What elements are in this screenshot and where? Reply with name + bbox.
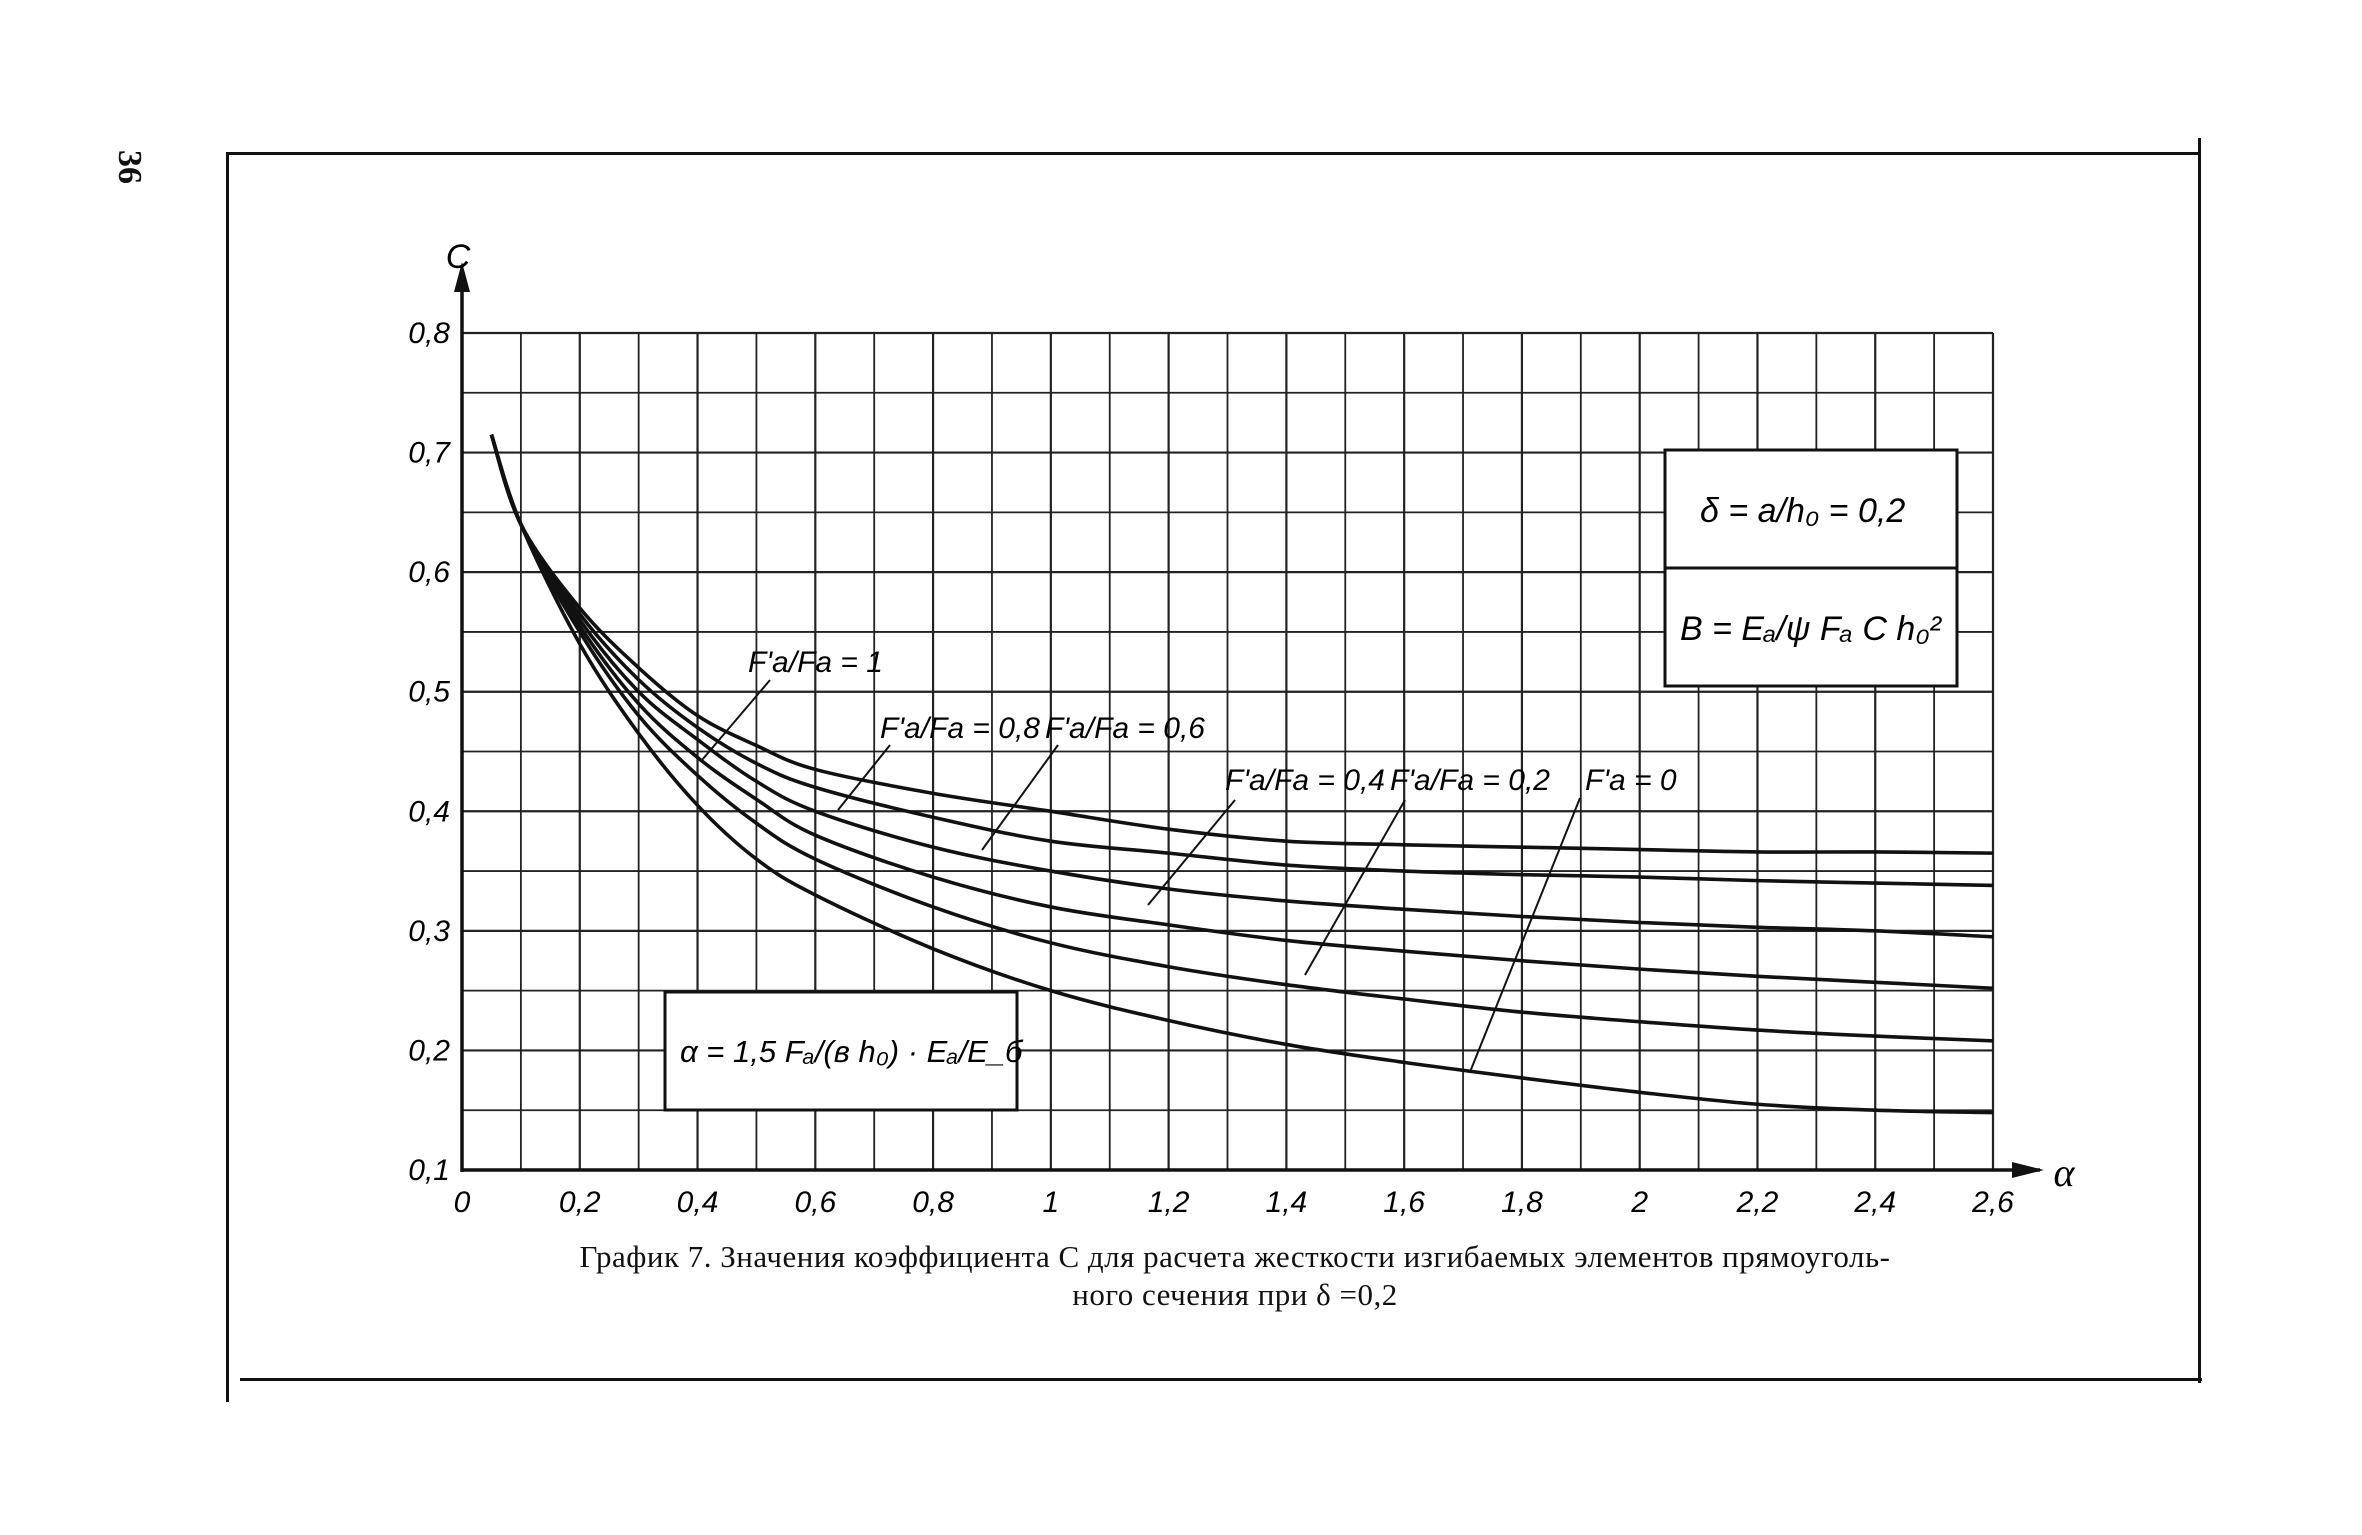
label-leaders — [701, 679, 1581, 1073]
x-tick-label: 2,6 — [1971, 1186, 2014, 1219]
x-tick-label: 0 — [454, 1186, 471, 1219]
y-tick-label: 0,6 — [408, 556, 450, 589]
x-tick-label: 0,4 — [677, 1186, 719, 1219]
series-line-2 — [489, 434, 1994, 939]
y-tick-label: 0,8 — [408, 317, 450, 350]
frame-right-line — [2198, 138, 2201, 1383]
y-tick-label: 0,3 — [408, 915, 450, 948]
x-tick-label: 0,6 — [794, 1186, 836, 1219]
series-label-0: F'a/Fa = 1 — [748, 646, 883, 679]
series-line-1 — [489, 434, 1994, 888]
caption-line-2: ного сечения при δ =0,2 — [1072, 1277, 1398, 1312]
series-label-4: F'a/Fa = 0,2 — [1390, 764, 1550, 797]
series-leader-0 — [701, 679, 771, 761]
series-leader-2 — [981, 744, 1059, 851]
formula-b: B = Eₐ/ψ Fₐ C h₀² — [1680, 610, 1943, 648]
y-tick-label: 0,4 — [408, 795, 450, 828]
y-axis-label: C — [446, 238, 471, 276]
x-axis-arrow — [2012, 1162, 2044, 1178]
series-line-5 — [489, 434, 1994, 1115]
y-tick-label: 0,1 — [408, 1154, 450, 1187]
frame-top-line — [228, 152, 2201, 155]
x-tick-label: 1,6 — [1383, 1186, 1425, 1219]
formula-alpha: α = 1,5 Fₐ/(в h₀) · Eₐ/E_б — [680, 1034, 1024, 1069]
x-axis-label: α — [2054, 1150, 2076, 1195]
figure-caption: График 7. Значения коэффициента C для ра… — [380, 1238, 2090, 1314]
series-label-3: F'a/Fa = 0,4 — [1225, 764, 1385, 797]
y-axis-arrow — [454, 262, 470, 292]
formula-box-top: δ = a/h₀ = 0,2 B = Eₐ/ψ Fₐ C h₀² — [1663, 448, 1959, 688]
series-leader-4 — [1304, 799, 1406, 976]
frame-bottom-line — [240, 1378, 2202, 1381]
y-tick-label: 0,7 — [408, 437, 451, 470]
formula-delta: δ = a/h₀ = 0,2 — [1700, 492, 1905, 530]
series-line-0 — [489, 434, 1994, 855]
series-group — [489, 434, 1994, 1115]
x-tick-label: 0,8 — [912, 1186, 954, 1219]
frame-left-line — [226, 152, 229, 1402]
series-labels: F'a/Fa = 1 F'a/Fa = 0,8 F'a/Fa = 0,6 F'a/Fa… — [748, 646, 1677, 797]
series-leader-1 — [837, 744, 891, 811]
series-label-1: F'a/Fa = 0,8 — [880, 712, 1040, 745]
series-leader-5 — [1469, 797, 1581, 1073]
x-tick-label: 2 — [1630, 1186, 1648, 1219]
x-tick-label: 2,2 — [1736, 1186, 1779, 1219]
x-tick-label: 1,4 — [1266, 1186, 1308, 1219]
x-tick-label: 1,2 — [1148, 1186, 1190, 1219]
series-line-3 — [489, 434, 1994, 991]
tick-labels: 0 0,2 0,4 0,6 0,8 1 1,2 1,4 1,6 1,8 2 2,2 2,4 2,6 0,1 0… — [408, 317, 2014, 1219]
caption-line-1: График 7. Значения коэффициента C для ра… — [579, 1239, 1891, 1274]
formula-box-bottom: α = 1,5 Fₐ/(в h₀) · Eₐ/E_б — [663, 990, 1024, 1112]
axes: Cα — [446, 238, 2076, 1195]
y-tick-label: 0,5 — [408, 676, 450, 709]
x-tick-label: 1,8 — [1501, 1186, 1543, 1219]
x-tick-label: 1 — [1043, 1186, 1060, 1219]
series-label-2: F'a/Fa = 0,6 — [1045, 712, 1205, 745]
series-line-4 — [489, 434, 1994, 1043]
series-leader-3 — [1147, 799, 1236, 906]
x-tick-label: 0,2 — [559, 1186, 601, 1219]
x-tick-label: 2,4 — [1853, 1186, 1896, 1219]
series-label-5: F'a = 0 — [1585, 764, 1677, 797]
y-tick-label: 0,2 — [408, 1034, 450, 1067]
